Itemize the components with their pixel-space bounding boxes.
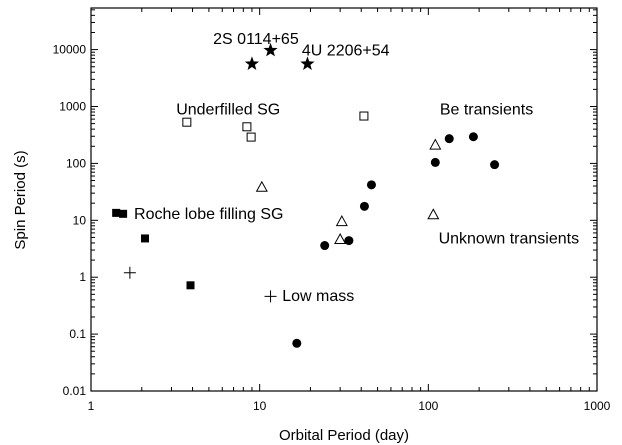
- filled-circle-point: [359, 201, 369, 211]
- y-tick-label: 1: [79, 270, 86, 284]
- filled-square-point: [140, 234, 149, 243]
- filled-circle-point: [490, 160, 500, 170]
- star-point: [244, 56, 260, 70]
- annotation-text: 2S 0114+65: [213, 31, 299, 48]
- y-tick-label: 0.01: [63, 384, 87, 398]
- annotation-text: Low mass: [282, 288, 354, 305]
- data-points: [112, 42, 500, 348]
- open-triangle-point: [335, 215, 348, 227]
- y-tick-label: 100: [66, 156, 86, 170]
- y-axis-title: Spin Period (s): [12, 150, 29, 249]
- chart-background: [90, 7, 598, 392]
- star-point: [263, 42, 278, 57]
- axis-ticks: [90, 8, 598, 392]
- filled-circle-point: [344, 236, 354, 246]
- annotation-text: Be transients: [440, 102, 533, 119]
- open-triangle-point: [429, 138, 442, 150]
- x-tick-label: 10: [253, 399, 267, 413]
- y-tick-label: 10: [73, 213, 87, 227]
- open-square-point: [359, 111, 369, 121]
- filled-circle-point: [292, 338, 302, 348]
- y-tick-label: 0.1: [69, 327, 86, 341]
- filled-circle-point: [444, 134, 454, 144]
- star-point: [300, 56, 315, 70]
- filled-square-point: [119, 209, 128, 218]
- x-tick-label: 1: [88, 399, 95, 413]
- plot-frame: [90, 7, 598, 392]
- filled-circle-point: [430, 157, 440, 167]
- filled-circle-point: [468, 132, 478, 142]
- x-tick-label: 1000: [584, 399, 611, 413]
- plus-point: [123, 266, 136, 279]
- open-triangle-point: [427, 208, 440, 220]
- x-axis-title: Orbital Period (day): [279, 427, 409, 444]
- annotation-text: Underfilled SG: [176, 102, 280, 119]
- filled-circle-point: [366, 180, 376, 190]
- open-square-point: [242, 122, 252, 132]
- open-triangle-point: [255, 180, 268, 192]
- annotation-text: Unknown transients: [439, 231, 580, 248]
- filled-square-point: [112, 208, 121, 217]
- open-square-point: [182, 117, 192, 127]
- filled-square-point: [186, 281, 195, 290]
- open-triangle-point: [334, 232, 347, 244]
- filled-circle-point: [320, 241, 330, 251]
- x-tick-label: 100: [418, 399, 438, 413]
- y-tick-label: 1000: [59, 100, 86, 114]
- plus-point: [264, 290, 277, 303]
- open-square-point: [246, 132, 256, 142]
- annotation-text: Roche lobe filling SG: [134, 206, 283, 223]
- y-tick-label: 10000: [53, 43, 87, 57]
- annotation-text: 4U 2206+54: [302, 43, 390, 60]
- axis-tick-labels: 1 10 100 1000 0.01 0.1 1 10 100 1000 10000: [53, 43, 611, 413]
